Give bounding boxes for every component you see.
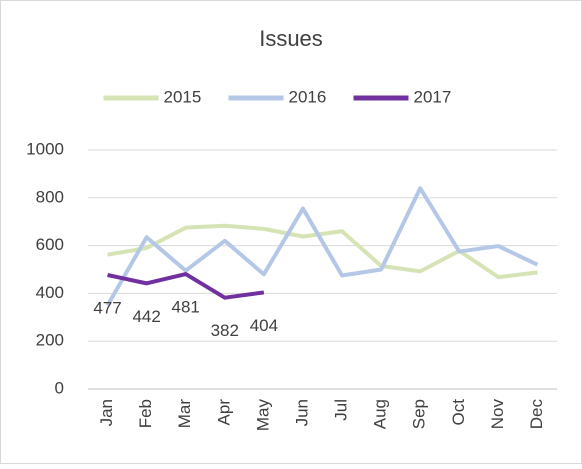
x-tick-label: Jun [292, 399, 311, 426]
legend-label: 2016 [289, 87, 327, 106]
series-line [105, 186, 539, 307]
legend-label: 2015 [164, 87, 202, 106]
y-tick-label: 200 [36, 331, 64, 350]
legend-label: 2017 [414, 87, 452, 106]
y-tick-label: 800 [36, 187, 64, 206]
series-line [107, 223, 538, 280]
y-tick-label: 600 [36, 235, 64, 254]
x-tick-label: Dec [527, 399, 546, 430]
x-tick-label: Nov [488, 399, 507, 430]
x-tick-label: Jul [332, 399, 351, 421]
x-tick-label: Sep [410, 399, 429, 429]
y-tick-label: 0 [55, 378, 64, 397]
data-label: 382 [211, 321, 239, 340]
series-line [107, 272, 265, 300]
x-tick-label: Feb [136, 399, 155, 428]
data-label: 404 [250, 316, 278, 335]
data-label: 442 [132, 307, 160, 326]
x-tick-label: Apr [214, 399, 233, 426]
chart-title: Issues [259, 26, 323, 51]
data-label: 477 [93, 298, 121, 317]
y-tick-label: 400 [36, 283, 64, 302]
x-tick-label: Jan [97, 399, 116, 426]
x-tick-label: May [253, 399, 272, 432]
x-tick-label: Oct [449, 399, 468, 426]
x-tick-label: Mar [175, 399, 194, 429]
data-label: 481 [172, 298, 200, 317]
x-tick-label: Aug [371, 399, 390, 429]
y-tick-label: 1000 [26, 139, 64, 158]
